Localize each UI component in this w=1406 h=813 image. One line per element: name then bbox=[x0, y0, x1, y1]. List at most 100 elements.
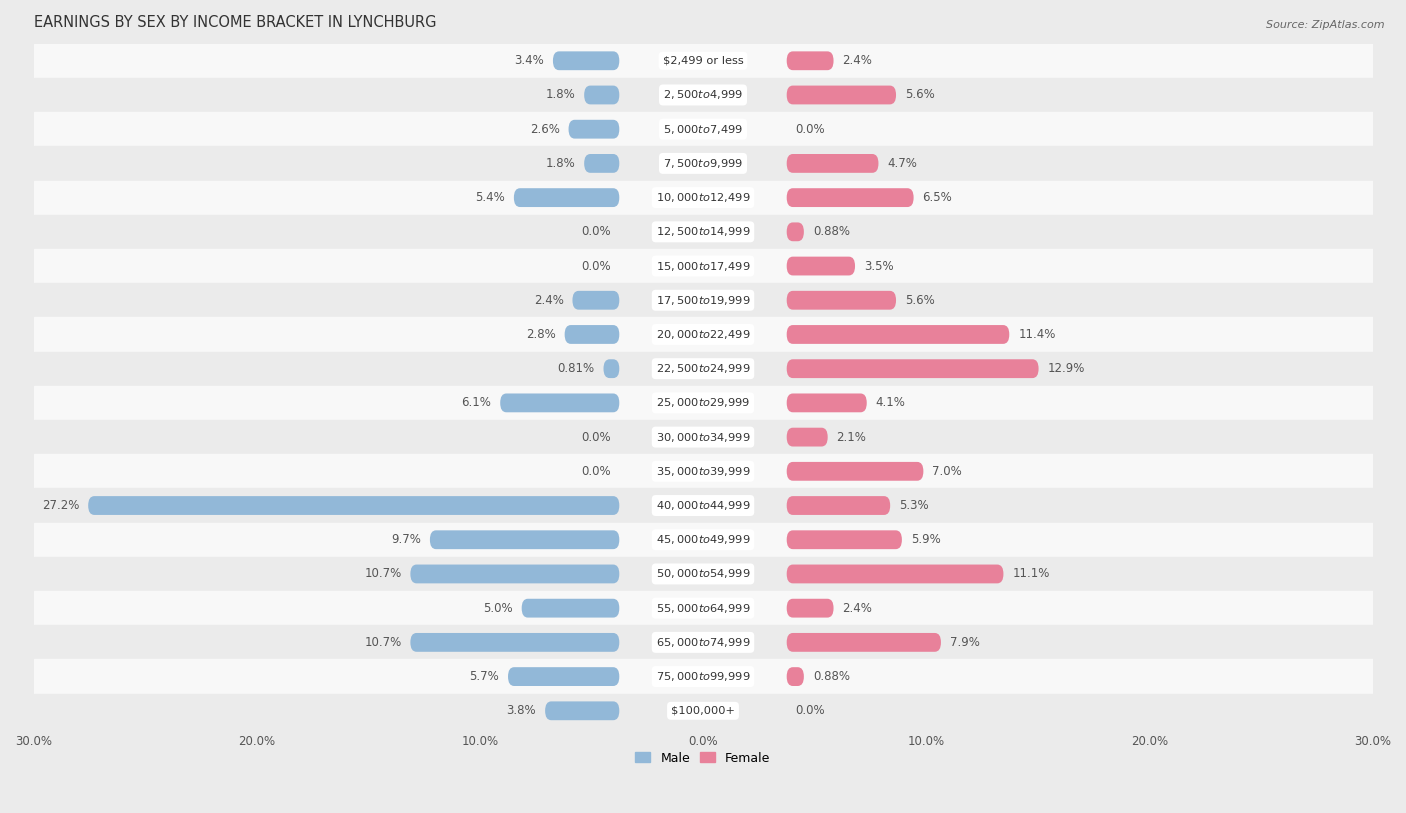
Text: $30,000 to $34,999: $30,000 to $34,999 bbox=[655, 431, 751, 444]
Text: $2,499 or less: $2,499 or less bbox=[662, 56, 744, 66]
Text: 3.8%: 3.8% bbox=[506, 704, 536, 717]
Bar bbox=[34, 523, 1372, 557]
Text: $100,000+: $100,000+ bbox=[671, 706, 735, 715]
Text: 2.8%: 2.8% bbox=[526, 328, 555, 341]
Text: 3.5%: 3.5% bbox=[863, 259, 894, 272]
Text: 0.88%: 0.88% bbox=[813, 670, 849, 683]
Bar bbox=[34, 386, 1372, 420]
Text: 0.0%: 0.0% bbox=[581, 225, 610, 238]
FancyBboxPatch shape bbox=[553, 51, 619, 70]
Bar bbox=[34, 625, 1372, 659]
FancyBboxPatch shape bbox=[787, 530, 901, 549]
FancyBboxPatch shape bbox=[411, 633, 619, 652]
Text: 9.7%: 9.7% bbox=[391, 533, 420, 546]
Text: 0.0%: 0.0% bbox=[581, 431, 610, 444]
Text: 2.4%: 2.4% bbox=[534, 293, 564, 307]
Text: $35,000 to $39,999: $35,000 to $39,999 bbox=[655, 465, 751, 478]
Bar bbox=[34, 420, 1372, 454]
Text: $22,500 to $24,999: $22,500 to $24,999 bbox=[655, 362, 751, 375]
Text: 5.0%: 5.0% bbox=[484, 602, 513, 615]
Text: 7.9%: 7.9% bbox=[950, 636, 980, 649]
Text: 0.0%: 0.0% bbox=[581, 465, 610, 478]
FancyBboxPatch shape bbox=[501, 393, 619, 412]
FancyBboxPatch shape bbox=[565, 325, 619, 344]
Text: 0.88%: 0.88% bbox=[813, 225, 849, 238]
Text: 12.9%: 12.9% bbox=[1047, 362, 1085, 375]
Bar bbox=[34, 44, 1372, 78]
Text: 2.1%: 2.1% bbox=[837, 431, 866, 444]
Text: 0.0%: 0.0% bbox=[581, 259, 610, 272]
Bar bbox=[34, 78, 1372, 112]
Text: 5.9%: 5.9% bbox=[911, 533, 941, 546]
Text: 4.7%: 4.7% bbox=[887, 157, 917, 170]
Text: 6.1%: 6.1% bbox=[461, 397, 491, 410]
Bar bbox=[34, 146, 1372, 180]
FancyBboxPatch shape bbox=[787, 667, 804, 686]
Bar bbox=[34, 693, 1372, 728]
Text: Source: ZipAtlas.com: Source: ZipAtlas.com bbox=[1267, 20, 1385, 30]
Text: $2,500 to $4,999: $2,500 to $4,999 bbox=[664, 89, 742, 102]
Text: $15,000 to $17,499: $15,000 to $17,499 bbox=[655, 259, 751, 272]
FancyBboxPatch shape bbox=[603, 359, 619, 378]
Text: 5.6%: 5.6% bbox=[905, 89, 935, 102]
Bar bbox=[34, 454, 1372, 489]
Text: 0.0%: 0.0% bbox=[796, 123, 825, 136]
Text: 5.4%: 5.4% bbox=[475, 191, 505, 204]
Text: 10.7%: 10.7% bbox=[364, 567, 402, 580]
FancyBboxPatch shape bbox=[787, 462, 924, 480]
Text: 0.0%: 0.0% bbox=[796, 704, 825, 717]
Text: $25,000 to $29,999: $25,000 to $29,999 bbox=[655, 397, 751, 410]
FancyBboxPatch shape bbox=[787, 51, 834, 70]
FancyBboxPatch shape bbox=[787, 564, 1004, 584]
FancyBboxPatch shape bbox=[787, 154, 879, 173]
FancyBboxPatch shape bbox=[787, 598, 834, 618]
Bar bbox=[34, 112, 1372, 146]
FancyBboxPatch shape bbox=[522, 598, 619, 618]
Text: $7,500 to $9,999: $7,500 to $9,999 bbox=[664, 157, 742, 170]
Text: 2.6%: 2.6% bbox=[530, 123, 560, 136]
Bar bbox=[34, 489, 1372, 523]
FancyBboxPatch shape bbox=[583, 154, 619, 173]
FancyBboxPatch shape bbox=[787, 359, 1039, 378]
FancyBboxPatch shape bbox=[568, 120, 619, 138]
Text: $12,500 to $14,999: $12,500 to $14,999 bbox=[655, 225, 751, 238]
Text: 6.5%: 6.5% bbox=[922, 191, 952, 204]
FancyBboxPatch shape bbox=[546, 702, 619, 720]
Text: 1.8%: 1.8% bbox=[546, 157, 575, 170]
Text: 0.81%: 0.81% bbox=[557, 362, 595, 375]
Bar bbox=[34, 249, 1372, 283]
Text: 5.3%: 5.3% bbox=[898, 499, 929, 512]
Bar bbox=[34, 557, 1372, 591]
Text: $20,000 to $22,499: $20,000 to $22,499 bbox=[655, 328, 751, 341]
Text: 2.4%: 2.4% bbox=[842, 54, 872, 67]
Text: 4.1%: 4.1% bbox=[876, 397, 905, 410]
FancyBboxPatch shape bbox=[508, 667, 619, 686]
FancyBboxPatch shape bbox=[787, 291, 896, 310]
Text: 1.8%: 1.8% bbox=[546, 89, 575, 102]
FancyBboxPatch shape bbox=[787, 428, 828, 446]
Legend: Male, Female: Male, Female bbox=[630, 746, 776, 770]
Text: 5.6%: 5.6% bbox=[905, 293, 935, 307]
Bar bbox=[34, 659, 1372, 693]
Text: 7.0%: 7.0% bbox=[932, 465, 962, 478]
FancyBboxPatch shape bbox=[572, 291, 619, 310]
Text: EARNINGS BY SEX BY INCOME BRACKET IN LYNCHBURG: EARNINGS BY SEX BY INCOME BRACKET IN LYN… bbox=[34, 15, 436, 30]
Text: 5.7%: 5.7% bbox=[470, 670, 499, 683]
Text: $10,000 to $12,499: $10,000 to $12,499 bbox=[655, 191, 751, 204]
Bar bbox=[34, 591, 1372, 625]
FancyBboxPatch shape bbox=[513, 189, 619, 207]
Bar bbox=[34, 317, 1372, 351]
Text: 27.2%: 27.2% bbox=[42, 499, 79, 512]
FancyBboxPatch shape bbox=[430, 530, 619, 549]
Bar bbox=[34, 180, 1372, 215]
FancyBboxPatch shape bbox=[787, 189, 914, 207]
Text: $17,500 to $19,999: $17,500 to $19,999 bbox=[655, 293, 751, 307]
Text: $50,000 to $54,999: $50,000 to $54,999 bbox=[655, 567, 751, 580]
Text: $5,000 to $7,499: $5,000 to $7,499 bbox=[664, 123, 742, 136]
FancyBboxPatch shape bbox=[787, 496, 890, 515]
Text: $40,000 to $44,999: $40,000 to $44,999 bbox=[655, 499, 751, 512]
Text: 10.7%: 10.7% bbox=[364, 636, 402, 649]
FancyBboxPatch shape bbox=[583, 85, 619, 104]
Text: 2.4%: 2.4% bbox=[842, 602, 872, 615]
FancyBboxPatch shape bbox=[787, 223, 804, 241]
